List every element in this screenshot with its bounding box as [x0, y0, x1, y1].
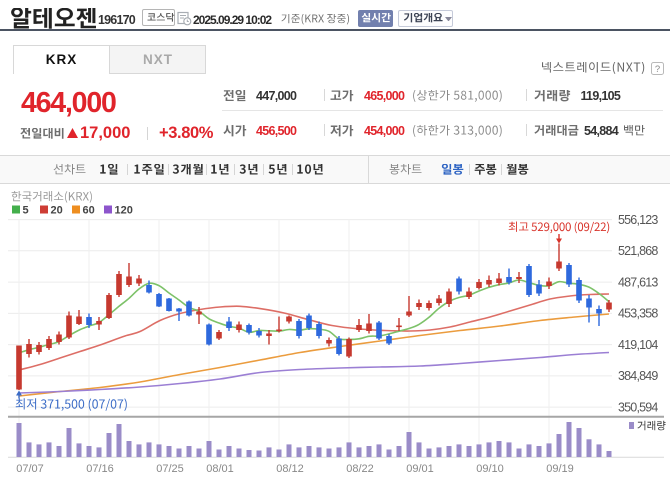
svg-text:120: 120	[115, 205, 133, 217]
svg-text:350,594: 350,594	[618, 400, 658, 414]
svg-text:419,104: 419,104	[618, 338, 658, 352]
svg-text:09/01: 09/01	[406, 463, 434, 475]
svg-text:?: ?	[655, 64, 660, 75]
svg-text:08/01: 08/01	[206, 463, 234, 475]
svg-text:08/22: 08/22	[346, 463, 374, 475]
svg-text:521,868: 521,868	[618, 244, 658, 258]
svg-text:453,358: 453,358	[618, 307, 658, 321]
svg-text:487,613: 487,613	[618, 275, 658, 289]
svg-text:60: 60	[83, 205, 95, 217]
svg-text:384,849: 384,849	[618, 369, 658, 383]
svg-text:07/16: 07/16	[86, 463, 114, 475]
svg-text:07/07: 07/07	[16, 463, 44, 475]
svg-text:09/10: 09/10	[476, 463, 504, 475]
svg-text:20: 20	[51, 205, 63, 217]
svg-text:07/25: 07/25	[156, 463, 184, 475]
svg-text:08/12: 08/12	[276, 463, 304, 475]
svg-text:5: 5	[23, 205, 29, 217]
svg-text:09/19: 09/19	[546, 463, 574, 475]
svg-text:556,123: 556,123	[618, 213, 658, 227]
